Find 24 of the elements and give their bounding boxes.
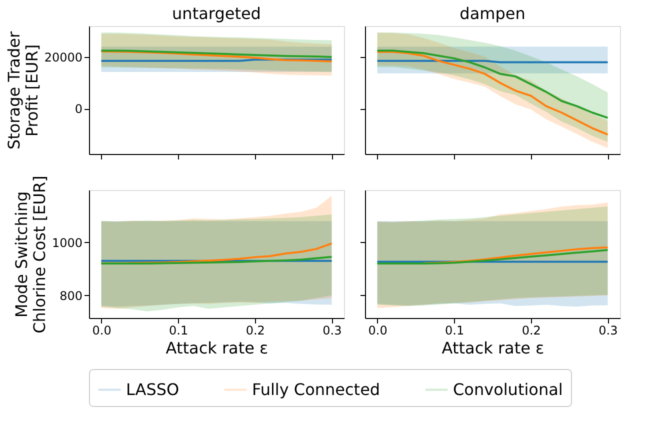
x-axis-title: Attack rate ε (442, 338, 544, 358)
y-tick-label: 800 (60, 288, 82, 303)
y-tick-label: 1000 (52, 236, 82, 250)
y-axis-title: Mode Switching Chlorine Cost [EUR] (12, 176, 49, 334)
x-tick-label: 0.1 (169, 324, 188, 338)
x-axis-title: Attack rate ε (166, 338, 268, 358)
x-tick-label: 0.0 (368, 324, 388, 338)
chart-title: dampen (460, 4, 526, 23)
line-series (100, 50, 333, 58)
line-series (100, 256, 333, 265)
legend-label: Convolutional (453, 380, 563, 399)
y-tick-label: 20000 (44, 50, 82, 65)
x-tick-label: 0.0 (92, 324, 112, 338)
line-series (100, 50, 333, 62)
legend-label: LASSO (126, 380, 180, 399)
y-tick-label: 0 (74, 102, 82, 116)
legend-label: Fully Connected (252, 380, 380, 399)
x-tick-label: 0.3 (598, 324, 618, 338)
x-tick-label: 0.2 (522, 324, 541, 338)
x-tick-label: 0.3 (322, 324, 342, 338)
y-axis-title: Storage Trader Profit [EUR] (4, 31, 42, 150)
chart-title: untargeted (172, 4, 261, 23)
x-tick-label: 0.2 (246, 324, 265, 338)
x-tick-label: 0.1 (445, 324, 464, 338)
